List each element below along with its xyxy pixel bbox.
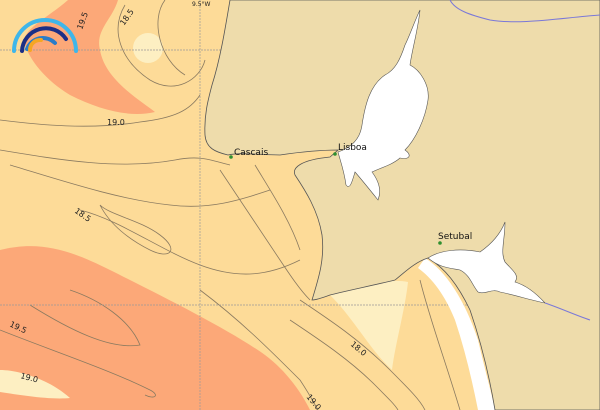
- contour-label: 19.0: [19, 371, 39, 384]
- cool-region-southwest: [0, 370, 70, 399]
- coastal-band: [418, 258, 495, 410]
- place-dot: [438, 241, 442, 245]
- place-label: Cascais: [234, 148, 268, 158]
- river: [544, 302, 591, 321]
- warm-region-south: [0, 246, 310, 410]
- river: [449, 0, 600, 23]
- place-lisboa[interactable]: Lisboa: [333, 143, 367, 156]
- place-dot: [333, 152, 337, 156]
- contour-label: 19.0: [107, 118, 125, 127]
- warm-region-north: [24, 0, 156, 115]
- sado-estuary: [427, 221, 546, 304]
- grid-label: 9.5°W: [192, 1, 211, 8]
- wave-arcs-logo: [12, 18, 78, 53]
- place-dot: [229, 155, 233, 159]
- cool-eddy: [133, 33, 163, 63]
- place-label: Lisboa: [338, 143, 367, 153]
- land: [204, 0, 600, 410]
- cool-region-coast: [330, 280, 408, 370]
- tagus-estuary: [337, 9, 429, 201]
- place-label: Setubal: [438, 232, 472, 242]
- place-setubal[interactable]: Setubal: [438, 232, 472, 245]
- place-cascais[interactable]: Cascais: [229, 148, 268, 159]
